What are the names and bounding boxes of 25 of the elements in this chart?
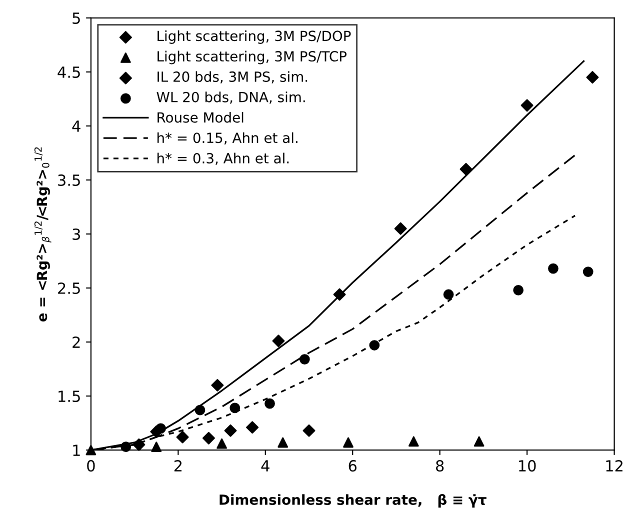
x-tick-label: 4 bbox=[261, 460, 270, 472]
y-tick-label: 1.5 bbox=[58, 390, 80, 402]
y-tick-label: 3.5 bbox=[58, 174, 80, 186]
y-tick-label: 4 bbox=[72, 120, 80, 132]
x-tick-label: 10 bbox=[519, 460, 536, 472]
legend-label: IL 20 bds, 3M PS, sim. bbox=[158, 71, 308, 84]
y-axis-title: e = <Rg²>$_{β}$$^{1/2}$/<Rg²>$_{0}$$^{1/2}$ bbox=[34, 147, 52, 322]
x-tick-label: 12 bbox=[606, 460, 622, 472]
x-tick-label: 0 bbox=[87, 460, 95, 472]
legend-label: Light scattering, 3M PS/TCP bbox=[158, 50, 347, 64]
x-tick-label: 6 bbox=[348, 460, 357, 472]
x-tick-label: 8 bbox=[436, 460, 444, 472]
legend-label: Light scattering, 3M PS/DOP bbox=[158, 30, 351, 44]
y-tick-label: 4.5 bbox=[58, 66, 80, 78]
y-tick-label: 1 bbox=[73, 444, 80, 456]
y-tick-label: 2 bbox=[72, 336, 80, 348]
y-tick-label: 3 bbox=[72, 228, 80, 240]
x-axis-title: Dimensionless shear rate, β ≡ γ̇τ bbox=[220, 494, 486, 508]
x-tick-label: 2 bbox=[174, 460, 182, 472]
legend-label: h* = 0.15, Ahn et al. bbox=[157, 132, 298, 145]
y-tick-label: 2.5 bbox=[58, 282, 80, 294]
y-tick-label: 5 bbox=[72, 12, 80, 24]
legend-label: Rouse Model bbox=[158, 112, 244, 123]
legend-label: h* = 0.3, Ahn et al. bbox=[157, 152, 289, 165]
legend-label: WL 20 bds, DNA, sim. bbox=[156, 92, 305, 104]
